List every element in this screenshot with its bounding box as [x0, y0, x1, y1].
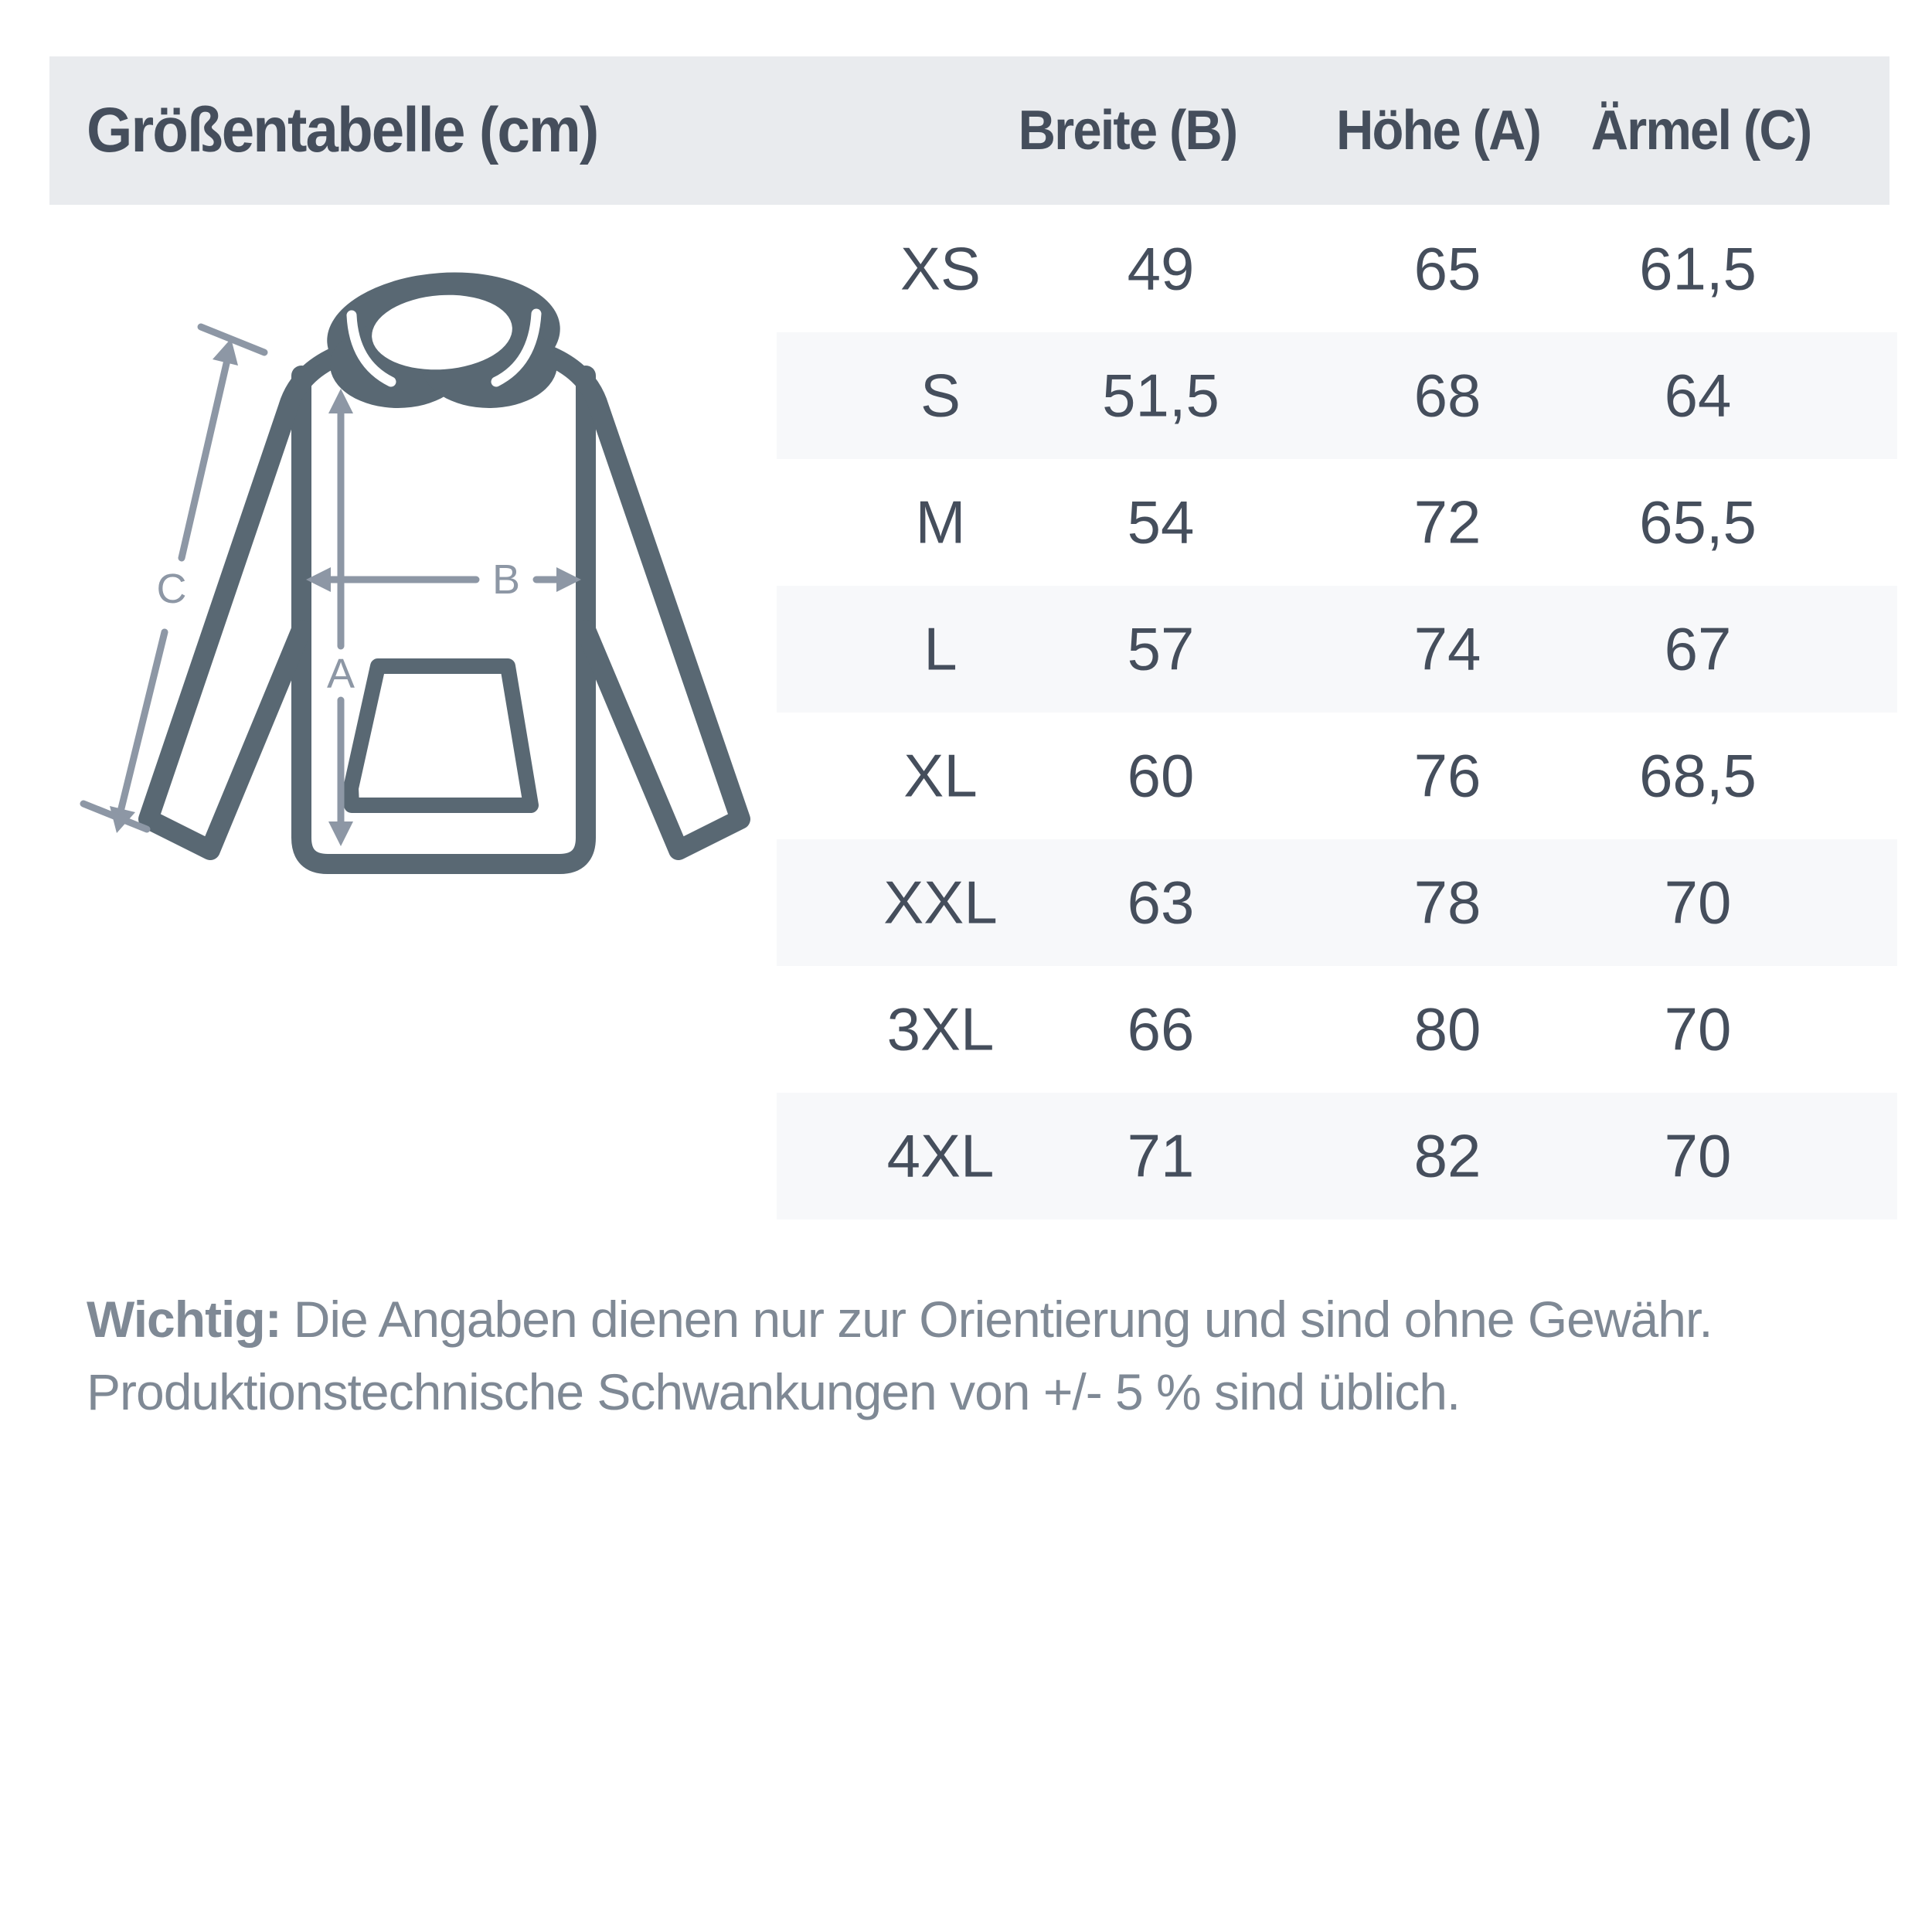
- aermel-value: 70: [1664, 995, 1732, 1063]
- breite-value: 71: [1127, 1121, 1195, 1190]
- table-row: XL 60 76 68,5: [777, 713, 1897, 839]
- aermel-value: 70: [1664, 1121, 1732, 1190]
- note-label: Wichtig:: [87, 1291, 282, 1348]
- size-label: 3XL: [886, 995, 995, 1063]
- aermel-value: 65,5: [1639, 488, 1757, 556]
- aermel-value: 68,5: [1639, 741, 1757, 810]
- breite-value: 57: [1127, 614, 1195, 683]
- hoehe-value: 74: [1413, 614, 1481, 683]
- hoehe-value: 82: [1413, 1121, 1481, 1190]
- table-row: 4XL 71 82 70: [777, 1093, 1897, 1219]
- column-header-aermel: Ärmel (C): [1590, 100, 1812, 162]
- note: Wichtig: Die Angaben dienen nur zur Orien…: [87, 1283, 1895, 1428]
- size-label: 4XL: [886, 1121, 995, 1190]
- hoehe-value: 72: [1413, 488, 1481, 556]
- size-label: XL: [903, 741, 978, 810]
- breite-value: 49: [1127, 234, 1195, 303]
- sleeve-arrow: [80, 323, 268, 833]
- breite-value: 51,5: [1102, 361, 1219, 430]
- size-chart-header: Größentabelle (cm) Breite (B) Höhe (A) Ä…: [49, 56, 1889, 205]
- hood-left-fold: [346, 310, 396, 387]
- hoodie-pocket: [343, 658, 539, 813]
- breite-value: 54: [1127, 488, 1195, 556]
- size-table: XS 49 65 61,5 S 51,5 68 64 M 54 72 65,5 …: [777, 206, 1897, 1219]
- size-label: S: [920, 361, 961, 430]
- hoodie-hood: [327, 272, 560, 408]
- sleeve-arrow-bottom-tick: [80, 800, 151, 833]
- aermel-value: 64: [1664, 361, 1732, 430]
- measure-arrows: [80, 323, 581, 846]
- table-row: 3XL 66 80 70: [777, 966, 1897, 1093]
- size-label: M: [915, 488, 966, 556]
- hoehe-value: 80: [1413, 995, 1481, 1063]
- breite-value: 60: [1127, 741, 1195, 810]
- aermel-value: 61,5: [1639, 234, 1757, 303]
- table-row: S 51,5 68 64: [777, 332, 1897, 459]
- table-row: L 57 74 67: [777, 586, 1897, 713]
- table-row: XS 49 65 61,5: [777, 206, 1897, 332]
- hoehe-value: 78: [1413, 868, 1481, 937]
- hoodie-body-outline: [291, 366, 596, 874]
- hood-right-fold: [491, 308, 542, 387]
- height-label: A: [327, 651, 355, 697]
- size-label: XXL: [883, 868, 998, 937]
- hoodie-diagram: A B C: [80, 272, 750, 874]
- size-label: L: [923, 614, 957, 683]
- table-row: XXL 63 78 70: [777, 839, 1897, 966]
- hoodie-right-sleeve: [515, 338, 750, 860]
- sleeve-label: C: [157, 566, 187, 612]
- hood-opening: [372, 294, 512, 370]
- aermel-value: 70: [1664, 868, 1732, 937]
- size-label: XS: [900, 234, 981, 303]
- height-arrow: [328, 389, 353, 846]
- column-header-hoehe: Höhe (A): [1335, 100, 1542, 162]
- page-title: Größentabelle (cm): [87, 95, 599, 165]
- aermel-value: 67: [1664, 614, 1732, 683]
- table-row: M 54 72 65,5: [777, 459, 1897, 586]
- hoehe-value: 76: [1413, 741, 1481, 810]
- column-header-breite: Breite (B): [1018, 100, 1239, 162]
- hoehe-value: 65: [1413, 234, 1481, 303]
- sleeve-arrow-top-tick: [197, 323, 268, 356]
- width-arrow: [306, 567, 581, 592]
- note-line-2: Produktionstechnische Schwankungen von +…: [87, 1363, 1461, 1420]
- note-line-1: Die Angaben dienen nur zur Orientierung …: [293, 1291, 1713, 1348]
- width-label: B: [492, 556, 520, 603]
- breite-value: 63: [1127, 868, 1195, 937]
- breite-value: 66: [1127, 995, 1195, 1063]
- hoehe-value: 68: [1413, 361, 1481, 430]
